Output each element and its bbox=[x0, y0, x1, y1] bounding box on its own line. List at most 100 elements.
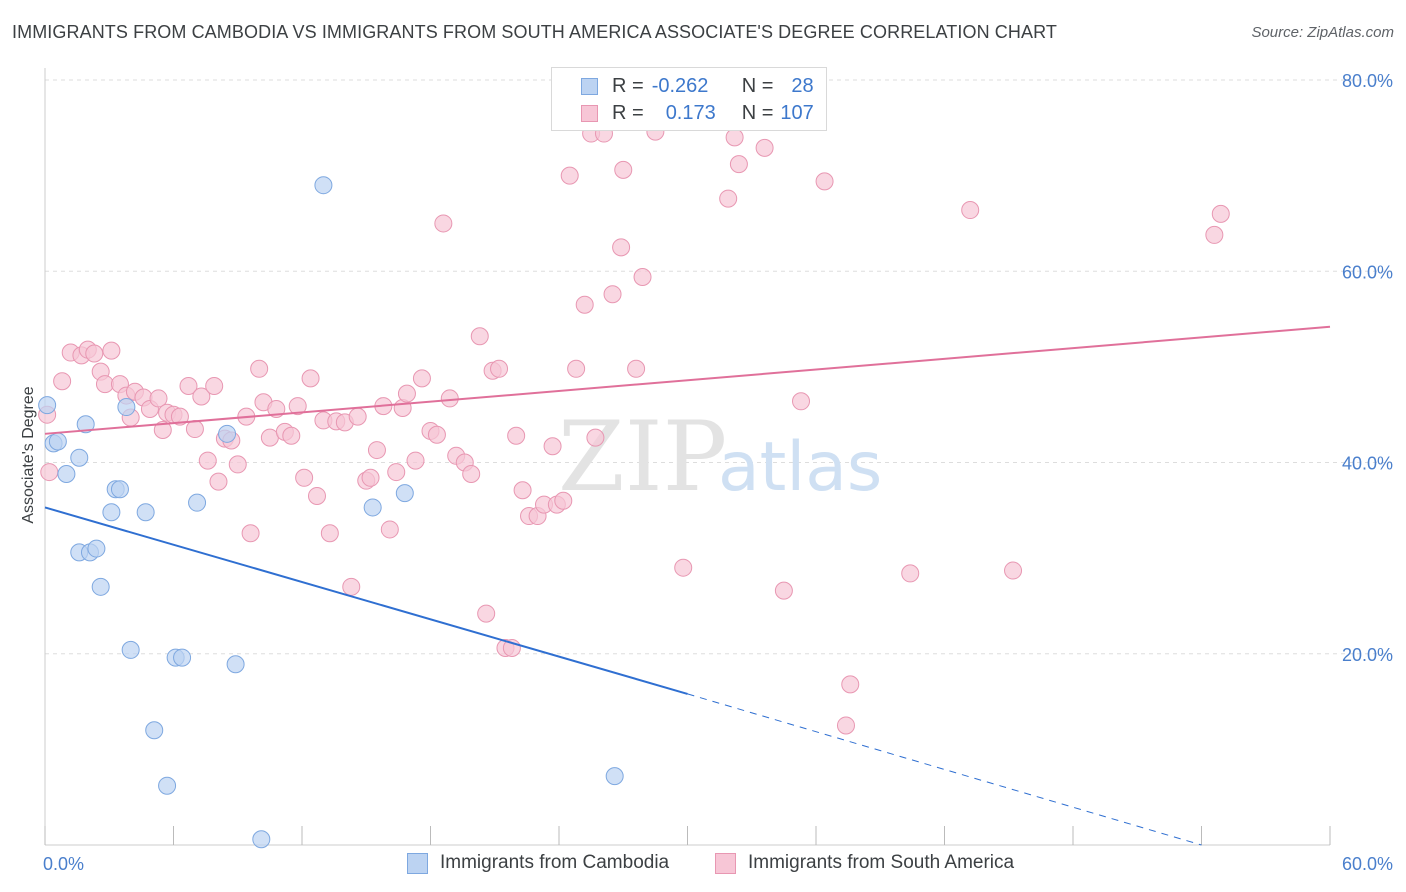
south-america-point bbox=[674, 558, 693, 577]
south-america-point bbox=[387, 463, 406, 482]
watermark: ZIP atlas bbox=[558, 401, 882, 513]
legend-r-value: 0.173 bbox=[665, 101, 716, 124]
south-america-point bbox=[477, 604, 496, 623]
grid-lines bbox=[45, 79, 1392, 655]
cambodia-point bbox=[121, 640, 140, 659]
south-america-point bbox=[633, 267, 652, 286]
south-america-point bbox=[462, 464, 481, 483]
bottom-legend-label-cambodia: Immigrants from Cambodia bbox=[440, 852, 670, 873]
south-america-point bbox=[348, 407, 367, 426]
legend-row-cambodia: R = -0.262 N = 28 bbox=[552, 73, 814, 99]
south-america-point bbox=[901, 564, 920, 583]
south-america-point bbox=[586, 428, 605, 447]
cambodia-point bbox=[110, 480, 129, 499]
cambodia-point bbox=[395, 484, 414, 503]
trend-lines bbox=[44, 325, 1331, 846]
legend-swatch-cambodia bbox=[581, 77, 598, 95]
cambodia-point bbox=[363, 498, 382, 517]
cambodia-point bbox=[102, 503, 121, 522]
south-america-point bbox=[367, 441, 386, 460]
correlation-legend: R = -0.262 N = 28 R = 0.173 N = 107 bbox=[551, 67, 827, 131]
series-south-america bbox=[38, 92, 1230, 735]
cambodia-point bbox=[173, 648, 192, 667]
south-america-point bbox=[513, 481, 532, 500]
south-america-point bbox=[792, 392, 811, 411]
south-america-point bbox=[282, 426, 301, 445]
south-america-point bbox=[815, 172, 834, 191]
legend-n-label: N = bbox=[741, 101, 774, 124]
south-america-point bbox=[209, 472, 228, 491]
south-america-point bbox=[841, 675, 860, 694]
south-america-point bbox=[774, 581, 793, 600]
bottom-legend-swatch-cambodia bbox=[407, 852, 428, 874]
south-america-point bbox=[1205, 225, 1224, 244]
south-america-point bbox=[192, 387, 211, 406]
south-america-point bbox=[198, 451, 217, 470]
trend-line-cambodia bbox=[44, 506, 688, 695]
trend-line-south-america bbox=[44, 325, 1331, 435]
south-america-point bbox=[102, 341, 121, 360]
south-america-point bbox=[612, 238, 631, 257]
south-america-point bbox=[406, 451, 425, 470]
south-america-point bbox=[729, 155, 748, 174]
south-america-point bbox=[427, 425, 446, 444]
south-america-point bbox=[205, 377, 224, 395]
legend-r-label: R = bbox=[612, 74, 644, 97]
south-america-point bbox=[149, 389, 168, 408]
south-america-point bbox=[288, 397, 307, 416]
legend-n-value: 28 bbox=[791, 74, 814, 97]
south-america-point bbox=[543, 437, 562, 456]
cambodia-point bbox=[188, 493, 207, 512]
south-america-point bbox=[440, 389, 459, 408]
bottom-legend-south-america: Immigrants from South America bbox=[715, 852, 1014, 874]
cambodia-point bbox=[158, 776, 177, 795]
legend-r-value: -0.262 bbox=[651, 74, 709, 97]
cambodia-point bbox=[57, 464, 76, 483]
south-america-point bbox=[554, 491, 573, 510]
south-america-point bbox=[560, 166, 579, 185]
south-america-point bbox=[725, 128, 744, 147]
south-america-point bbox=[755, 138, 774, 157]
south-america-point bbox=[1004, 561, 1023, 580]
series-cambodia bbox=[38, 176, 624, 849]
south-america-point bbox=[575, 295, 594, 314]
south-america-point bbox=[567, 359, 586, 378]
cambodia-point bbox=[314, 176, 333, 195]
cambodia-point bbox=[70, 448, 89, 467]
south-america-point bbox=[320, 524, 339, 543]
watermark-atlas: atlas bbox=[718, 428, 882, 507]
south-america-point bbox=[153, 420, 172, 439]
legend-swatch-south-america bbox=[581, 104, 598, 122]
south-america-point bbox=[95, 375, 114, 394]
south-america-point bbox=[260, 428, 279, 447]
legend-row-south-america: R = 0.173 N = 107 bbox=[552, 100, 814, 126]
south-america-point bbox=[627, 359, 646, 378]
south-america-point bbox=[507, 426, 526, 445]
south-america-point bbox=[241, 524, 260, 543]
y-axis-label: Associate's Degree bbox=[20, 386, 37, 523]
south-america-point bbox=[53, 372, 72, 391]
y-tick-label: 40.0% bbox=[1342, 454, 1393, 474]
y-tick-label: 60.0% bbox=[1342, 262, 1393, 282]
south-america-point bbox=[185, 420, 204, 439]
south-america-point bbox=[1211, 204, 1230, 223]
cambodia-point bbox=[117, 398, 136, 417]
trend-line-cambodia-extension bbox=[687, 693, 1202, 846]
y-tick-label: 80.0% bbox=[1342, 71, 1393, 91]
south-america-point bbox=[250, 359, 269, 378]
south-america-point bbox=[380, 520, 399, 539]
south-america-point bbox=[85, 344, 104, 363]
x-tick-label: 60.0% bbox=[1342, 854, 1393, 874]
south-america-point bbox=[719, 189, 738, 208]
south-america-point bbox=[295, 468, 314, 487]
cambodia-point bbox=[226, 655, 245, 674]
cambodia-point bbox=[91, 577, 110, 596]
south-america-point bbox=[361, 468, 380, 487]
cambodia-point bbox=[218, 424, 237, 443]
south-america-point bbox=[40, 463, 59, 482]
south-america-point bbox=[301, 369, 320, 388]
watermark-zip: ZIP bbox=[558, 401, 727, 513]
bottom-legend-label-south-america: Immigrants from South America bbox=[748, 852, 1015, 873]
cambodia-point bbox=[48, 432, 67, 451]
